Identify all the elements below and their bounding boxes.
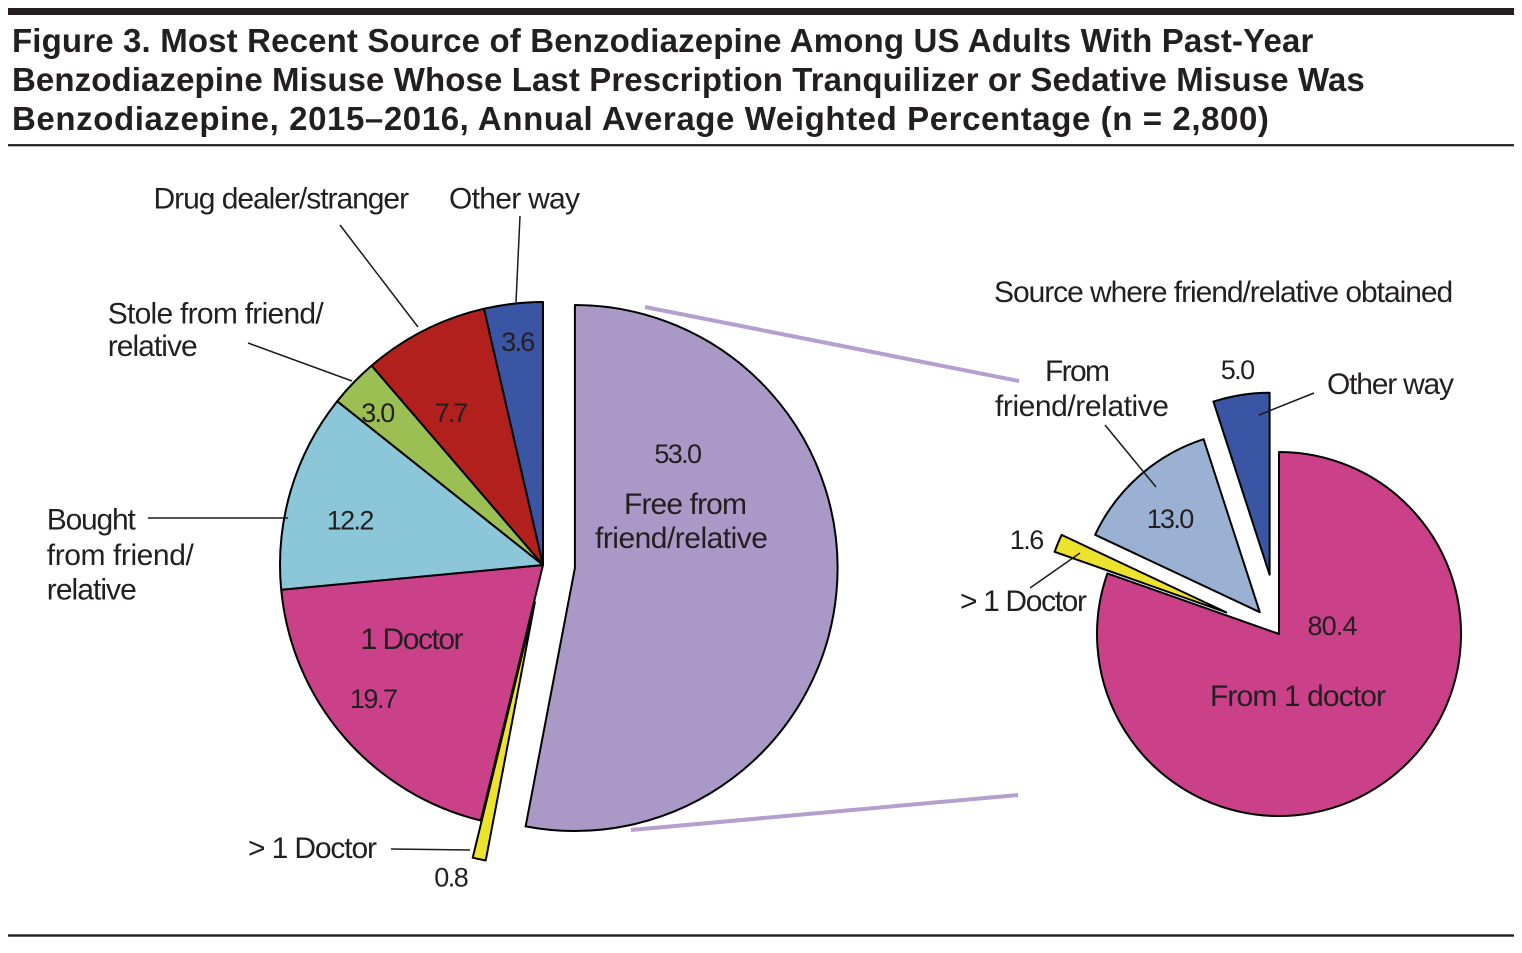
svg-text:friend/relative: friend/relative [595, 522, 767, 555]
svg-text:Stole from friend/: Stole from friend/ [108, 298, 325, 331]
svg-text:From 1 doctor: From 1 doctor [1210, 680, 1386, 713]
svg-text:3.6: 3.6 [501, 327, 534, 357]
svg-text:relative: relative [47, 574, 136, 607]
svg-text:Other way: Other way [449, 183, 580, 216]
svg-text:Other way: Other way [1327, 368, 1454, 401]
svg-text:Drug dealer/stranger: Drug dealer/stranger [154, 183, 410, 216]
svg-text:friend/relative: friend/relative [995, 390, 1169, 423]
svg-text:Figure 3. Most Recent Source o: Figure 3. Most Recent Source of Benzodia… [12, 22, 1313, 59]
svg-text:from friend/: from friend/ [47, 539, 195, 572]
svg-text:Bought: Bought [47, 504, 137, 537]
svg-text:relative: relative [108, 330, 197, 363]
svg-text:1 Doctor: 1 Doctor [361, 623, 464, 656]
svg-text:Benzodiazepine, 2015–2016, Ann: Benzodiazepine, 2015–2016, Annual Averag… [12, 100, 1270, 137]
svg-text:7.7: 7.7 [435, 398, 468, 428]
svg-text:5.0: 5.0 [1221, 355, 1254, 385]
svg-text:80.4: 80.4 [1308, 611, 1358, 641]
svg-text:From: From [1045, 355, 1109, 388]
svg-text:Source where friend/relative o: Source where friend/relative obtained [994, 276, 1452, 309]
svg-text:> 1 Doctor: > 1 Doctor [248, 832, 377, 865]
svg-text:19.7: 19.7 [350, 684, 397, 714]
svg-text:53.0: 53.0 [654, 439, 701, 469]
svg-text:Free from: Free from [624, 488, 746, 521]
svg-text:Benzodiazepine Misuse Whose La: Benzodiazepine Misuse Whose Last Prescri… [12, 61, 1365, 98]
svg-text:1.6: 1.6 [1010, 525, 1043, 555]
svg-text:0.8: 0.8 [434, 863, 467, 893]
svg-text:3.0: 3.0 [361, 398, 394, 428]
svg-text:> 1 Doctor: > 1 Doctor [960, 585, 1087, 618]
svg-text:12.2: 12.2 [327, 506, 374, 536]
svg-text:13.0: 13.0 [1147, 504, 1194, 534]
